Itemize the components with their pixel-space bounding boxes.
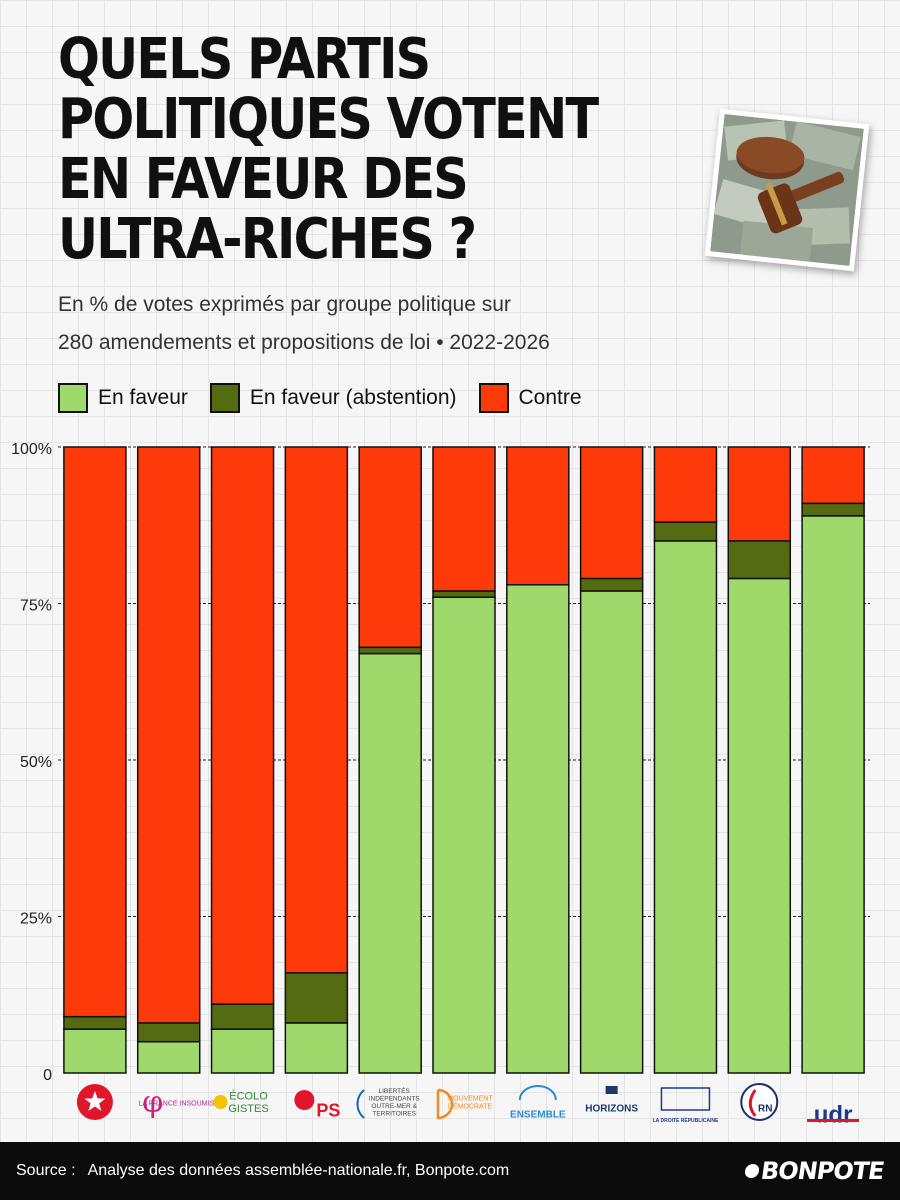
bar-segment [653, 540, 718, 1074]
legend-item-abstention: En faveur (abstention) [209, 383, 457, 413]
party-logo-underline [807, 1119, 860, 1122]
gavel-illustration [710, 114, 864, 266]
bar-segment [63, 1015, 127, 1030]
brand-mark-icon [744, 1164, 761, 1178]
party-logo-building-icon [660, 1087, 711, 1111]
party-logo-label: ÉCOLO GISTES [228, 1090, 268, 1116]
brand-name: BONPOTE [759, 1157, 886, 1185]
subtitle-line: 280 amendements et propositions de loi •… [58, 331, 550, 354]
y-tick-label: 75% [20, 598, 52, 615]
party-logo-label: udr [814, 1101, 853, 1128]
legend-label: En faveur (abstention) [249, 386, 457, 409]
legend-label: En faveur [98, 386, 188, 409]
footer: Source : Analyse des données assemblée-n… [0, 1142, 900, 1200]
legend-swatch-against [478, 383, 509, 413]
legend-item-favor: En faveur [58, 383, 188, 413]
bar-segment [136, 1040, 201, 1074]
y-tick-label: 0 [43, 1067, 52, 1084]
party-logo-label: PS [316, 1100, 340, 1120]
chart-subtitle: En % de votes exprimés par groupe politi… [58, 286, 858, 362]
bar-segment [358, 646, 422, 655]
party-logo-label: LIBERTÉS INDÉPENDANTS OUTRE-MER & TERRITOIR… [369, 1086, 421, 1117]
bar-segment [801, 515, 865, 1074]
bar-segment [358, 446, 422, 649]
bar-segment [727, 540, 792, 580]
source-text: Analyse des données assemblée-nationale.… [87, 1162, 510, 1179]
bar-segment [579, 577, 644, 592]
party-logo-building-icon [605, 1086, 618, 1094]
bar-segment [801, 446, 865, 505]
legend-swatch-favor [58, 383, 88, 413]
bar-segment [801, 502, 865, 517]
source-label: Source : [16, 1162, 76, 1179]
chart-legend: En faveur En faveur (abstention) Contre [58, 378, 604, 418]
bar-segment [210, 1028, 275, 1074]
bar-segment [432, 596, 496, 1074]
bar-segment [432, 590, 496, 598]
bar-segment [653, 521, 718, 542]
y-tick-label: 100% [11, 441, 52, 458]
bar-segment [579, 590, 644, 1074]
bar-segment [358, 652, 422, 1074]
y-tick-label: 25% [20, 911, 52, 928]
bar-segment [579, 446, 644, 580]
party-logo-label: ENSEMBLE [510, 1110, 566, 1121]
bar-segment [284, 972, 349, 1024]
title-line: EN FAVEUR DES [58, 147, 469, 212]
gavel-money-photo [704, 108, 870, 272]
party-logo-star [84, 1091, 106, 1111]
party-logo-sun-icon [213, 1095, 228, 1109]
bar-segment [136, 1022, 201, 1043]
party-logo-arc-icon [356, 1089, 365, 1119]
title-line: POLITIQUES VOTENT [58, 87, 599, 152]
party-logo-label: HORIZONS [585, 1104, 638, 1115]
legend-swatch-abstention [209, 383, 240, 413]
bar-segment [506, 583, 570, 1074]
bar-segment [210, 1003, 275, 1030]
bar-segment [432, 446, 496, 592]
bar-segment [506, 446, 570, 586]
brand-logo: BONPOTE [743, 1157, 886, 1185]
bar-segment [727, 577, 792, 1074]
title-line: ULTRA-RICHES ? [58, 207, 477, 272]
y-tick-label: 50% [20, 754, 52, 771]
bar-segment [63, 1028, 127, 1074]
subtitle-line: En % de votes exprimés par groupe politi… [58, 293, 511, 316]
party-logo-d-icon [436, 1088, 454, 1120]
stacked-bar-chart: 0 25% 50% 75% 100% φLA FRANCE INSOUMISE ÉCOLO G… [11, 441, 870, 1128]
title-line: QUELS PARTIS [58, 27, 431, 92]
legend-label: Contre [518, 386, 582, 409]
bar-segment [136, 446, 201, 1024]
party-logo-label: LA FRANCE INSOUMISE [139, 1100, 219, 1107]
party-logo-flame [748, 1089, 757, 1117]
legend-item-against: Contre [478, 383, 582, 413]
party-logo-phi-icon: φ [142, 1085, 163, 1120]
bar-segment [284, 446, 349, 974]
party-logo-hemicycle-icon [518, 1085, 557, 1101]
bar-segment [727, 446, 792, 542]
bar-segment [210, 446, 275, 1005]
party-logo-rose-icon [294, 1090, 315, 1110]
party-logo-label: MOUVEMENT DÉMOCRATE [447, 1095, 493, 1110]
party-logo-label: LA DROITE RÉPUBLICAINE [653, 1116, 719, 1124]
bar-segment [284, 1022, 349, 1074]
chart-title: QUELS PARTIS POLITIQUES VOTENT EN FAVEUR… [58, 30, 621, 270]
bar-segment [63, 446, 127, 1018]
party-logo-label: RN [758, 1104, 772, 1115]
bar-segment [653, 446, 718, 523]
party-logo-flame-icon [740, 1083, 779, 1121]
